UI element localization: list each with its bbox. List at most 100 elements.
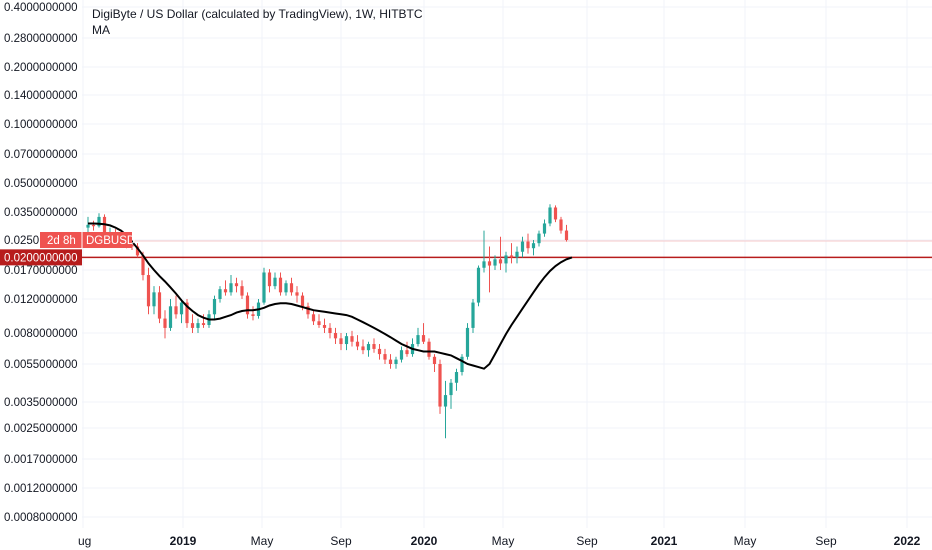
candle-body	[465, 327, 470, 357]
indicator-label: MA	[92, 23, 110, 37]
x-axis: ug 2019 May Sep 2020 May Sep 2021 May Sep 2022	[78, 534, 921, 548]
y-tick-label: 0.0500000000	[4, 178, 78, 190]
candle-body	[278, 277, 283, 293]
candle-body	[537, 233, 541, 244]
y-tick-label: 0.0120000000	[4, 294, 78, 306]
candle-body	[163, 318, 167, 328]
x-tick-label: Sep	[815, 534, 837, 548]
price-line-layer	[82, 240, 932, 259]
candle-body	[322, 325, 327, 328]
candle-body	[295, 292, 299, 296]
candle-body	[520, 241, 525, 252]
candle-body	[339, 338, 343, 345]
candle-body	[273, 277, 277, 287]
candle-body	[482, 261, 486, 268]
candle-body	[559, 219, 563, 231]
x-tick-label: Sep	[330, 534, 352, 548]
candle-body	[218, 289, 222, 299]
chart-title: DigiByte / US Dollar (calculated by Trad…	[92, 7, 423, 21]
candle-body	[245, 295, 250, 315]
x-tick-label: May	[251, 534, 274, 548]
candle-body	[350, 336, 354, 342]
candle-body	[240, 286, 244, 296]
y-tick-label: 0.0350000000	[4, 207, 78, 219]
candle-body	[526, 241, 530, 249]
hline-value-badge	[0, 249, 82, 266]
candle-body	[201, 323, 206, 326]
candle-body	[564, 230, 569, 240]
candle-body	[212, 299, 217, 315]
candle-body	[553, 207, 558, 220]
candle-body	[97, 216, 101, 227]
x-tick-label: May	[734, 534, 757, 548]
candle-body	[223, 289, 228, 293]
x-tick-label: 2022	[894, 534, 921, 548]
moving-average-line	[88, 222, 573, 370]
candle-body	[135, 246, 140, 256]
candle-body	[91, 224, 96, 227]
candle-body	[102, 216, 107, 239]
candle-body	[515, 251, 519, 258]
candle-body	[372, 344, 376, 349]
candle-body	[438, 364, 442, 407]
candle-body	[548, 207, 552, 224]
candle-body	[179, 302, 184, 315]
candle-body	[141, 255, 145, 276]
candle-body	[146, 275, 151, 307]
y-tick-label: 0.0700000000	[4, 149, 78, 161]
y-tick-label: 0.0035000000	[4, 397, 78, 409]
candle-body	[234, 283, 239, 287]
candle-body	[185, 302, 189, 324]
candle-body	[509, 255, 514, 258]
candle-body	[311, 314, 316, 322]
candle-body	[454, 372, 459, 383]
x-tick-label: ug	[78, 534, 91, 548]
countdown-badge	[40, 232, 132, 248]
y-tick-label: 0.0080000000	[4, 328, 78, 340]
y-tick-label: 0.2000000000	[4, 62, 78, 74]
candle-body	[377, 348, 382, 355]
candle-body	[416, 335, 420, 345]
candle-body	[174, 306, 178, 315]
x-tick-label: 2021	[651, 534, 678, 548]
countdown-label: 2d 8h	[47, 235, 76, 247]
y-tick-label: 0.0025000000	[4, 423, 78, 435]
candle-body	[344, 336, 349, 345]
candle-body	[493, 259, 497, 266]
x-tick-label: 2020	[411, 534, 438, 548]
candle-body	[504, 255, 508, 264]
y-tick-label: 0.4000000000	[4, 2, 78, 14]
candle-body	[531, 243, 536, 249]
y-tick-label: 0.1400000000	[4, 90, 78, 102]
candle-body	[157, 292, 162, 319]
x-tick-label: May	[492, 534, 515, 548]
candle-body	[399, 350, 404, 360]
candle-body	[86, 224, 90, 228]
y-tick-label: 0.0055000000	[4, 359, 78, 371]
price-markers: 0.0250 2d 8h DGBUSD 0.0200000000	[0, 232, 135, 266]
candle-body	[333, 333, 338, 339]
candle-body	[449, 382, 453, 396]
candle-body	[267, 272, 272, 287]
y-tick-label: 0.0170000000	[4, 265, 78, 277]
y-tick-label: 0.0008000000	[4, 512, 78, 524]
candle-body	[421, 335, 426, 342]
candle-body	[289, 283, 294, 293]
candles-layer	[86, 204, 569, 439]
y-tick-label: 0.0017000000	[4, 454, 78, 466]
candle-body	[190, 323, 195, 328]
candle-body	[366, 344, 371, 351]
candle-body	[443, 395, 448, 407]
candle-body	[168, 306, 173, 328]
chart-legend: DigiByte / US Dollar (calculated by Trad…	[92, 6, 423, 38]
candle-body	[476, 267, 481, 303]
symbol-label: DGBUSD	[86, 235, 135, 247]
candle-body	[328, 327, 332, 333]
candle-body	[388, 359, 393, 364]
candle-body	[229, 283, 233, 293]
candle-body	[251, 314, 255, 316]
y-tick-label: 0.1000000000	[4, 119, 78, 131]
candle-body	[361, 346, 365, 351]
last-price-value: 0.0250	[4, 235, 39, 247]
